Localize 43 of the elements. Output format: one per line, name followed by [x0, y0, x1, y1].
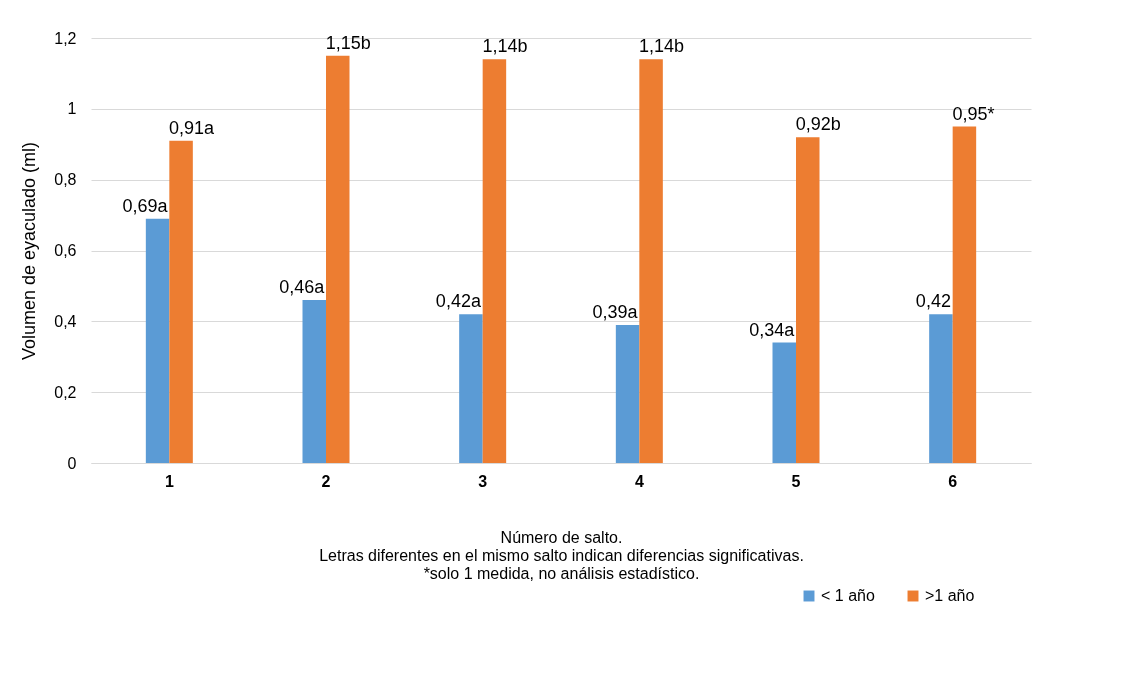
data-label: 0,42	[915, 291, 951, 312]
bar	[302, 300, 326, 463]
x-tick-label: 2	[321, 472, 331, 490]
data-label: 0,46a	[279, 277, 326, 298]
text: *solo 1 medida, no análisis estadístico.	[423, 564, 700, 582]
x-axis-title: Número de salto.	[500, 528, 623, 546]
data-label: 1,15b	[325, 32, 371, 53]
data-label: 0,69a	[122, 195, 169, 216]
y-tick-label: 0,6	[54, 242, 77, 259]
x-tick-label: 3	[478, 472, 488, 490]
bar	[326, 55, 350, 463]
x-tick-label: 4	[634, 472, 644, 490]
legend-label: >1 año	[925, 587, 975, 604]
bar	[639, 59, 663, 463]
y-axis-title: Volumen de eyaculado (ml)	[19, 141, 40, 361]
data-label: 0,95*	[952, 103, 995, 124]
data-label: 1,14b	[482, 36, 528, 57]
bar	[796, 137, 820, 463]
y-tick-label: 0,8	[54, 171, 77, 189]
y-tick-label: 1	[67, 100, 77, 118]
x-tick-label: 5	[791, 472, 801, 490]
data-label: 0,92b	[795, 114, 841, 135]
data-label: 0,42a	[435, 291, 482, 312]
bar	[952, 126, 977, 463]
data-label: 0,34a	[749, 319, 796, 340]
text: Letras diferentes en el mismo salto indican diferencias significativas.	[319, 546, 804, 564]
y-tick-label: 1,2	[54, 29, 77, 47]
bar	[459, 314, 483, 463]
x-tick-label: 6	[948, 472, 958, 490]
y-tick-label: 0,2	[54, 383, 77, 401]
data-label: 0,91a	[169, 117, 216, 138]
x-tick-label: 1	[164, 472, 174, 490]
y-tick-label: 0,4	[54, 312, 77, 330]
bar	[929, 314, 953, 463]
bar	[615, 324, 640, 463]
bar	[145, 218, 170, 463]
legend-label: < 1 año	[821, 587, 875, 604]
data-label: 0,39a	[592, 301, 639, 322]
data-label: 1,14b	[639, 36, 685, 57]
y-tick-label: 0	[67, 454, 77, 472]
bar	[169, 140, 193, 463]
bar	[772, 342, 796, 463]
bar	[482, 59, 507, 463]
